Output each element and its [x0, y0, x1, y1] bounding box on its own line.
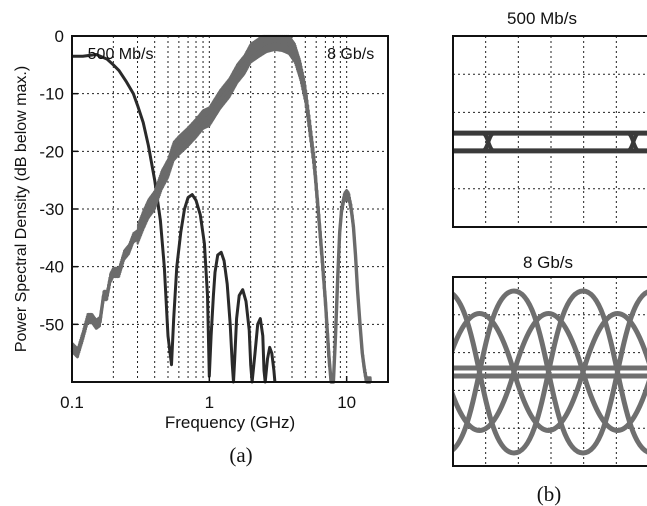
psd-annotations: 500 Mb/s 8 Gb/s — [88, 46, 375, 63]
psd-x-tick-label: 0.1 — [60, 393, 84, 412]
eye-500mbs-title: 500 Mb/s — [507, 9, 577, 28]
eye-8gbs-title: 8 Gb/s — [523, 253, 573, 272]
psd-x-tick-label: 1 — [205, 393, 214, 412]
eye-8gbs-trace — [513, 288, 584, 456]
eye-500mbs-traces — [453, 130, 647, 154]
psd-x-axis-label: Frequency (GHz) — [165, 413, 295, 432]
eye-8gbs-trace — [580, 371, 647, 433]
panel-a-label: (a) — [229, 443, 252, 467]
psd-x-tick-label: 10 — [337, 393, 356, 412]
eye-8gbs-trace — [582, 289, 647, 456]
eye-8gbs-traces — [376, 288, 647, 456]
psd-y-tick-label: -30 — [39, 200, 64, 219]
eye-8gbs-trace — [580, 311, 647, 373]
panel-a-psd-chart: 0 -10 -20 -30 -40 -50 0.1 1 10 500 Mb/s 8 Gb/s F… — [13, 27, 389, 467]
eye-8gbs-trace — [511, 371, 586, 433]
eye-8gbs-grid — [453, 277, 647, 466]
eye-8gbs-trace — [511, 311, 586, 373]
psd-series — [70, 34, 372, 384]
psd-y-tick-label: -40 — [39, 258, 64, 277]
eye-8gbs-trace — [453, 288, 515, 453]
eye-8gbs-trace — [376, 291, 445, 453]
eye-500mbs-frame — [452, 35, 647, 228]
psd-y-tick-label: 0 — [55, 27, 64, 46]
eye-8gbs-trace — [376, 372, 445, 431]
psd-series-500mbs — [72, 53, 277, 384]
psd-annotation: 8 Gb/s — [327, 46, 374, 63]
panel-b-label: (b) — [537, 482, 562, 506]
eye-8gbs-frame — [452, 276, 647, 467]
eye-diagram-500mbs: 500 Mb/s — [452, 9, 647, 228]
eye-8gbs-trace — [376, 314, 445, 373]
eye-diagram-8gbs: 8 Gb/s — [376, 253, 647, 467]
psd-y-tick-label: -20 — [39, 142, 64, 161]
eye-500mbs-crossing — [481, 131, 495, 153]
eye-8gbs-trace — [376, 291, 445, 453]
eye-500mbs-crossing — [626, 131, 641, 153]
psd-y-tick-label: -50 — [39, 315, 64, 334]
psd-y-axis-label: Power Spectral Density (dB below max.) — [13, 66, 30, 352]
psd-series-8gbs — [70, 38, 371, 384]
psd-x-ticks: 0.1 1 10 — [60, 376, 356, 412]
psd-annotation: 500 Mb/s — [88, 46, 154, 63]
psd-y-tick-label: -10 — [39, 85, 64, 104]
psd-y-ticks: 0 -10 -20 -30 -40 -50 — [39, 27, 78, 334]
